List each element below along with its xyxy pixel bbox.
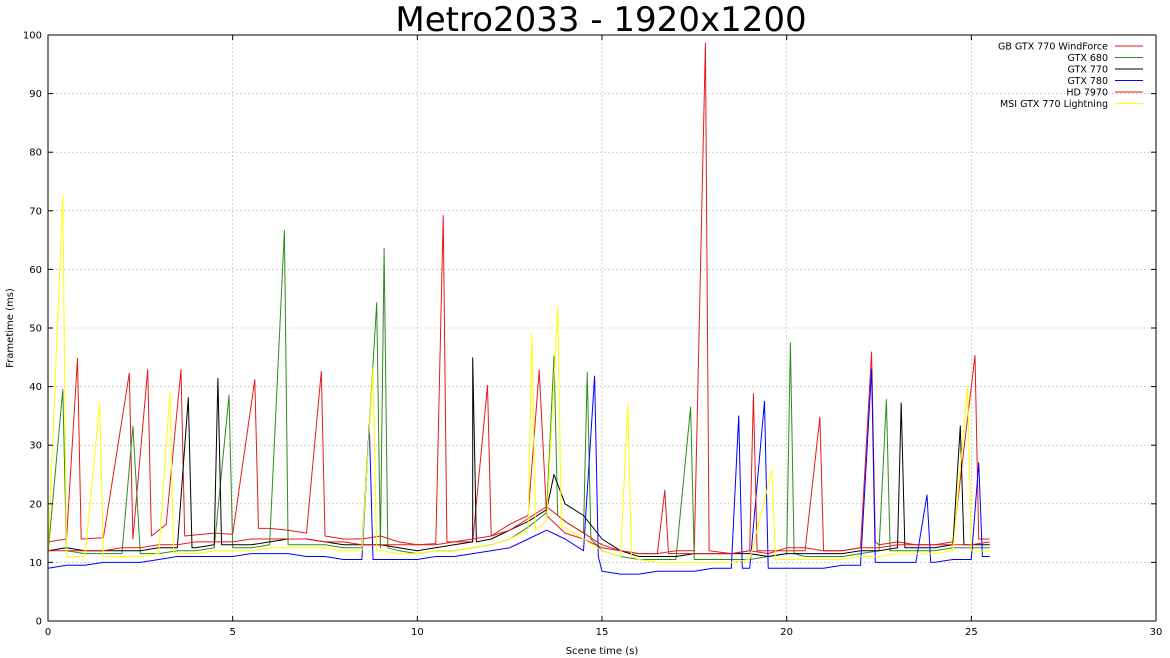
y-axis-label: Frametime (ms) — [5, 288, 16, 368]
series-line-0 — [47, 42, 990, 555]
x-tick-label: 15 — [596, 627, 609, 638]
y-tick-label: 90 — [29, 89, 42, 100]
legend-label: HD 7970 — [1066, 88, 1108, 99]
y-tick-label: 70 — [29, 206, 42, 217]
series-line-5 — [47, 195, 990, 563]
x-tick-label: 20 — [780, 627, 793, 638]
x-axis-ticks: 0 5 10 15 20 25 30 — [45, 35, 1163, 638]
x-tick-label: 10 — [411, 627, 424, 638]
y-tick-label: 10 — [29, 558, 42, 569]
legend-label: GTX 680 — [1068, 53, 1109, 64]
series-line-1 — [47, 229, 990, 560]
y-tick-label: 40 — [29, 382, 42, 393]
y-tick-label: 30 — [29, 441, 42, 452]
legend-label: GTX 770 — [1068, 65, 1109, 76]
series-layer — [47, 42, 990, 575]
legend-label: GTX 780 — [1068, 76, 1109, 87]
x-tick-label: 0 — [45, 627, 51, 638]
legend-label: GB GTX 770 WindForce — [998, 42, 1108, 53]
legend-label: MSI GTX 770 Lightning — [1000, 99, 1108, 110]
x-axis-label: Scene time (s) — [566, 646, 639, 657]
y-tick-label: 60 — [29, 265, 42, 276]
series-line-4 — [48, 393, 990, 555]
y-tick-label: 50 — [29, 324, 42, 335]
grid-lines — [48, 35, 1156, 621]
y-tick-label: 0 — [36, 617, 42, 628]
x-tick-label: 25 — [965, 627, 978, 638]
y-axis-ticks: 0 10 20 30 40 50 60 70 80 90 100 — [23, 31, 1156, 628]
y-tick-label: 20 — [29, 499, 42, 510]
y-tick-label: 80 — [29, 148, 42, 159]
y-tick-label: 100 — [23, 31, 42, 42]
x-tick-label: 30 — [1150, 627, 1163, 638]
series-line-3 — [47, 368, 990, 575]
x-tick-label: 5 — [229, 627, 235, 638]
chart-title: Metro2033 - 1920x1200 — [395, 0, 806, 40]
series-line-2 — [47, 357, 990, 557]
